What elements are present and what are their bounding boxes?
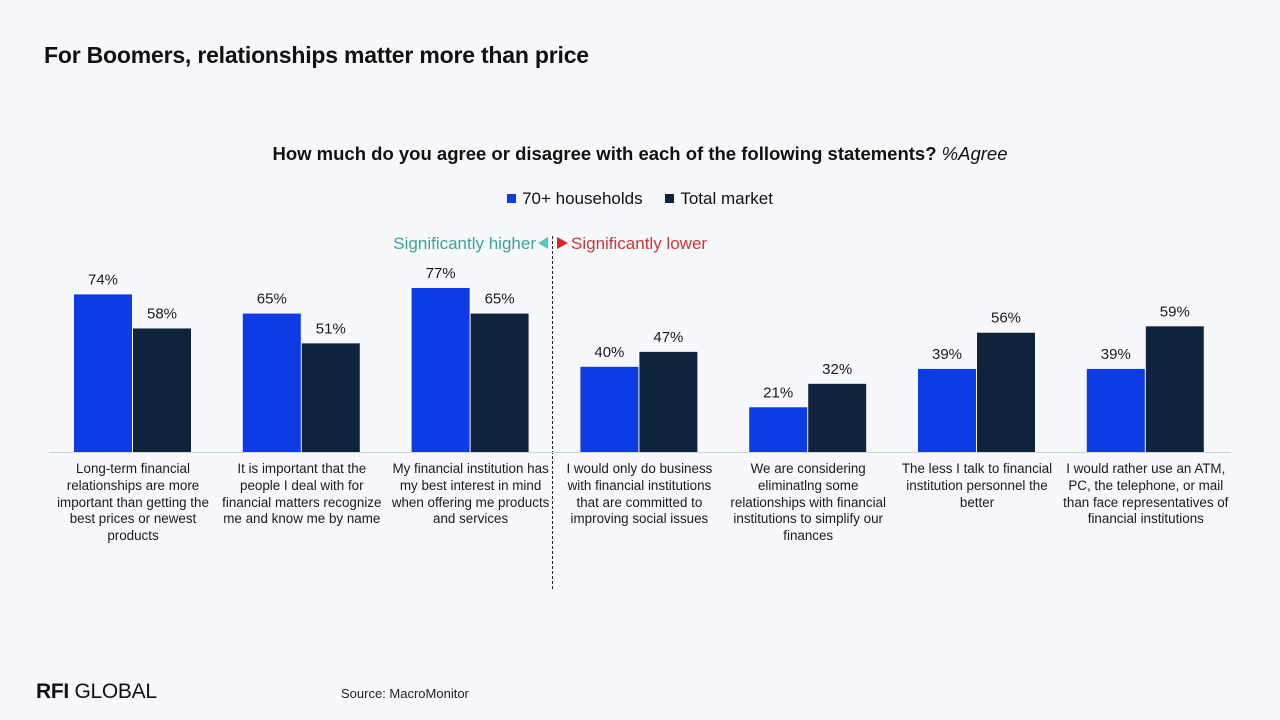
triangle-right-icon: [557, 237, 568, 249]
data-label-70plus-5: 21%: [763, 384, 793, 401]
category-label-7: I would rather use an ATM, PC, the telep…: [1063, 461, 1229, 527]
category-label-4: I would only do business with financial …: [566, 461, 713, 527]
legend-item-total: Total market: [665, 189, 773, 209]
data-label-70plus-7: 39%: [1101, 346, 1131, 363]
legend-item-70plus: 70+ households: [507, 189, 643, 209]
bar-70plus-2: [242, 313, 301, 452]
bar-total-3: [470, 313, 529, 452]
bar-70plus-1: [74, 294, 132, 452]
bar-total-7: [1145, 326, 1204, 452]
bar-70plus-6: [918, 368, 976, 452]
legend-label-70plus: 70+ households: [522, 189, 643, 208]
significantly-lower-note: Significantly lower: [557, 234, 707, 254]
significantly-higher-note: Significantly higher: [393, 234, 548, 254]
significantly-higher-label: Significantly higher: [393, 234, 536, 253]
chart-question: How much do you agree or disagree with e…: [0, 143, 1280, 165]
question-suffix: %Agree: [941, 143, 1008, 164]
data-label-total-1: 58%: [147, 305, 177, 322]
logo-rest-text: GLOBAL: [68, 680, 157, 703]
bar-total-6: [977, 332, 1035, 452]
bar-70plus-7: [1086, 368, 1145, 452]
legend-label-total: Total market: [680, 189, 773, 208]
bar-70plus-3: [411, 287, 470, 452]
slide-title: For Boomers, relationships matter more t…: [44, 42, 589, 68]
significantly-lower-label: Significantly lower: [571, 234, 708, 253]
triangle-left-icon: [538, 237, 548, 249]
data-label-70plus-6: 39%: [932, 346, 962, 363]
rfi-global-logo: RFI GLOBAL: [36, 680, 157, 704]
logo-bold-text: RFI: [36, 680, 69, 703]
category-label-5: We are considering eliminatlng some rela…: [730, 461, 886, 544]
data-label-total-6: 56%: [991, 310, 1021, 327]
bar-total-5: [808, 383, 867, 452]
significance-divider: [552, 236, 553, 589]
data-label-70plus-3: 77%: [426, 265, 456, 282]
bar-70plus-4: [580, 366, 639, 452]
bar-total-4: [639, 351, 698, 452]
legend-swatch-total: [665, 194, 675, 203]
category-label-1: Long-term financial relationships are mo…: [57, 461, 209, 544]
category-label-3: My financial institution has my best int…: [391, 461, 550, 527]
category-label-6: The less I talk to financial institution…: [901, 461, 1053, 510]
data-label-total-3: 65%: [485, 291, 515, 308]
bar-total-2: [301, 343, 360, 452]
data-label-total-4: 47%: [653, 329, 683, 346]
data-label-total-7: 59%: [1160, 303, 1190, 320]
source-note: Source: MacroMonitor: [341, 686, 469, 701]
data-label-70plus-2: 65%: [257, 291, 287, 308]
legend-swatch-70plus: [507, 194, 517, 203]
chart-legend: 70+ households Total market: [0, 189, 1280, 209]
data-label-total-5: 32%: [822, 361, 852, 378]
bar-70plus-5: [749, 407, 808, 452]
data-label-total-2: 51%: [316, 320, 346, 337]
bar-total-1: [133, 328, 191, 452]
category-label-2: It is important that the people I deal w…: [222, 461, 382, 527]
question-text: How much do you agree or disagree with e…: [272, 143, 937, 164]
data-label-70plus-1: 74%: [88, 271, 118, 288]
data-label-70plus-4: 40%: [594, 344, 624, 361]
